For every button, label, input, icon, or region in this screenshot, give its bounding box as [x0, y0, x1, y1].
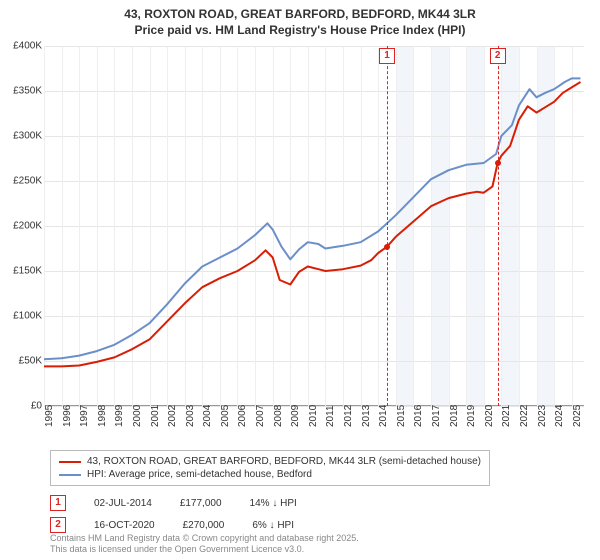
x-tick-label: 2008: [273, 405, 284, 427]
event-tag: 2: [50, 517, 66, 533]
x-tick-label: 2003: [185, 405, 196, 427]
events-table: 1 02-JUL-2014 £177,000 14% ↓ HPI 2 16-OC…: [50, 492, 297, 536]
x-tick-label: 1997: [79, 405, 90, 427]
chart-container: 43, ROXTON ROAD, GREAT BARFORD, BEDFORD,…: [0, 0, 600, 560]
x-tick-label: 2005: [220, 405, 231, 427]
y-tick-label: £300K: [2, 131, 42, 142]
x-tick-label: 1996: [62, 405, 73, 427]
event-line-tag: 1: [379, 48, 395, 64]
y-tick-label: £200K: [2, 221, 42, 232]
y-tick-label: £100K: [2, 311, 42, 322]
event-price: £270,000: [183, 520, 225, 531]
x-tick-label: 2000: [132, 405, 143, 427]
x-tick-label: 2009: [290, 405, 301, 427]
x-tick-label: 2004: [202, 405, 213, 427]
event-row: 1 02-JUL-2014 £177,000 14% ↓ HPI: [50, 492, 297, 514]
event-line: [387, 46, 388, 406]
x-tick-label: 2020: [484, 405, 495, 427]
line-series-svg: [44, 46, 584, 406]
event-line-tag: 2: [490, 48, 506, 64]
y-tick-label: £400K: [2, 41, 42, 52]
event-price: £177,000: [180, 498, 222, 509]
x-tick-label: 2015: [396, 405, 407, 427]
series-line: [44, 82, 581, 366]
footer-line1: Contains HM Land Registry data © Crown c…: [50, 533, 359, 545]
event-marker: [384, 244, 390, 250]
x-tick-label: 2012: [343, 405, 354, 427]
x-tick-label: 1998: [97, 405, 108, 427]
event-line: [498, 46, 499, 406]
chart-title: 43, ROXTON ROAD, GREAT BARFORD, BEDFORD,…: [0, 0, 600, 40]
x-tick-label: 2016: [413, 405, 424, 427]
event-marker: [495, 160, 501, 166]
x-tick-label: 1999: [114, 405, 125, 427]
legend-item: HPI: Average price, semi-detached house,…: [59, 468, 481, 481]
plot-area: £0£50K£100K£150K£200K£250K£300K£350K£400…: [44, 46, 584, 406]
x-tick-label: 2025: [572, 405, 583, 427]
x-tick-label: 2017: [431, 405, 442, 427]
event-delta: 6% ↓ HPI: [252, 520, 294, 531]
legend-label: 43, ROXTON ROAD, GREAT BARFORD, BEDFORD,…: [87, 456, 481, 467]
x-tick-label: 2006: [237, 405, 248, 427]
x-tick-label: 2014: [378, 405, 389, 427]
y-tick-label: £250K: [2, 176, 42, 187]
x-tick-label: 2018: [449, 405, 460, 427]
x-tick-label: 2001: [150, 405, 161, 427]
x-tick-label: 2011: [325, 406, 336, 428]
legend-swatch: [59, 461, 81, 463]
event-date: 16-OCT-2020: [94, 520, 155, 531]
x-tick-label: 2013: [361, 405, 372, 427]
y-tick-label: £350K: [2, 86, 42, 97]
event-tag: 1: [50, 495, 66, 511]
x-tick-label: 2019: [466, 405, 477, 427]
legend-item: 43, ROXTON ROAD, GREAT BARFORD, BEDFORD,…: [59, 455, 481, 468]
series-line: [44, 79, 581, 360]
x-tick-label: 2002: [167, 405, 178, 427]
x-tick-label: 2023: [537, 405, 548, 427]
legend: 43, ROXTON ROAD, GREAT BARFORD, BEDFORD,…: [50, 450, 490, 486]
y-tick-label: £50K: [2, 356, 42, 367]
y-tick-label: £0: [2, 401, 42, 412]
title-line1: 43, ROXTON ROAD, GREAT BARFORD, BEDFORD,…: [10, 6, 590, 22]
event-delta: 14% ↓ HPI: [250, 498, 297, 509]
x-tick-label: 2007: [255, 405, 266, 427]
y-tick-label: £150K: [2, 266, 42, 277]
legend-label: HPI: Average price, semi-detached house,…: [87, 469, 312, 480]
x-tick-label: 2010: [308, 405, 319, 427]
x-tick-label: 1995: [44, 405, 55, 427]
x-tick-label: 2024: [554, 405, 565, 427]
x-tick-label: 2022: [519, 405, 530, 427]
x-tick-label: 2021: [501, 405, 512, 427]
title-line2: Price paid vs. HM Land Registry's House …: [10, 22, 590, 38]
event-date: 02-JUL-2014: [94, 498, 152, 509]
legend-swatch: [59, 474, 81, 476]
footer: Contains HM Land Registry data © Crown c…: [50, 533, 359, 556]
footer-line2: This data is licensed under the Open Gov…: [50, 544, 359, 556]
